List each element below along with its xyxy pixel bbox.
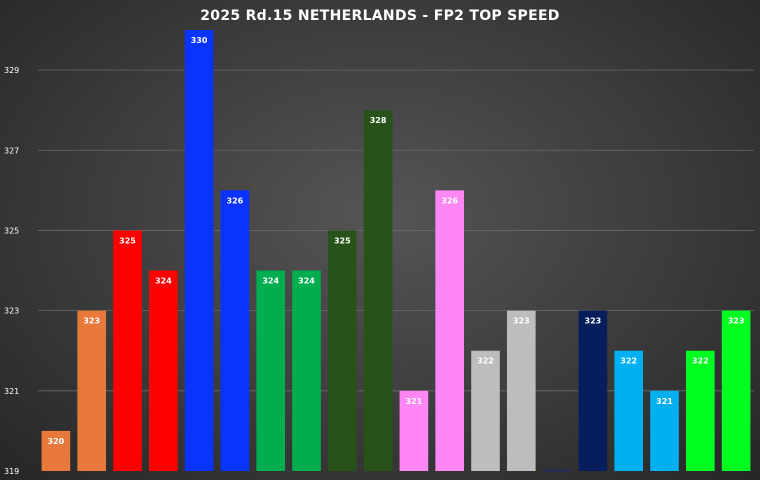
bar <box>471 350 500 471</box>
chart-title: 2025 Rd.15 NETHERLANDS - FP2 TOP SPEED <box>200 8 560 24</box>
bar-value-label: 324 <box>298 277 315 286</box>
bar <box>578 310 608 471</box>
bar-value-label: 324 <box>262 277 279 286</box>
bar-value-label: 323 <box>585 317 602 326</box>
bar <box>256 270 286 471</box>
bar <box>399 390 429 471</box>
bar <box>721 310 751 471</box>
bar-value-label: 322 <box>620 357 637 366</box>
y-tick-label: 327 <box>4 146 19 155</box>
bar-value-label: 322 <box>692 357 709 366</box>
bar <box>220 190 250 471</box>
y-tick-label: 319 <box>4 467 19 476</box>
bar <box>113 230 142 471</box>
bar-value-label: 328 <box>370 116 387 125</box>
bar <box>292 270 321 471</box>
bar <box>148 270 178 471</box>
bar-value-label: 322 <box>477 357 494 366</box>
bar-value-label: 323 <box>513 317 530 326</box>
bar <box>506 310 536 471</box>
y-tick-label: 321 <box>4 387 19 396</box>
bar-value-label: 321 <box>656 397 673 406</box>
bar-value-label: 321 <box>406 397 423 406</box>
bar <box>685 350 715 471</box>
bar-value-label: 326 <box>227 196 244 205</box>
bar <box>614 350 644 471</box>
bar <box>435 190 465 471</box>
bar-value-label: 325 <box>334 236 351 245</box>
bar <box>184 30 214 471</box>
bar-value-label: 323 <box>83 317 100 326</box>
y-tick-label: 329 <box>4 66 19 75</box>
bar-value-label: 323 <box>728 317 745 326</box>
bar <box>77 310 107 471</box>
bar <box>327 230 357 471</box>
y-tick-label: 325 <box>4 226 19 235</box>
bar-value-label: 330 <box>191 36 208 45</box>
bar-value-label: 320 <box>48 437 65 446</box>
y-tick-label: 323 <box>4 307 19 316</box>
bar <box>650 390 679 471</box>
bar-value-label: 325 <box>119 236 136 245</box>
bar <box>363 110 393 471</box>
bar <box>41 430 71 471</box>
bar-value-label: 326 <box>441 196 458 205</box>
bar-value-label: 324 <box>155 277 172 286</box>
